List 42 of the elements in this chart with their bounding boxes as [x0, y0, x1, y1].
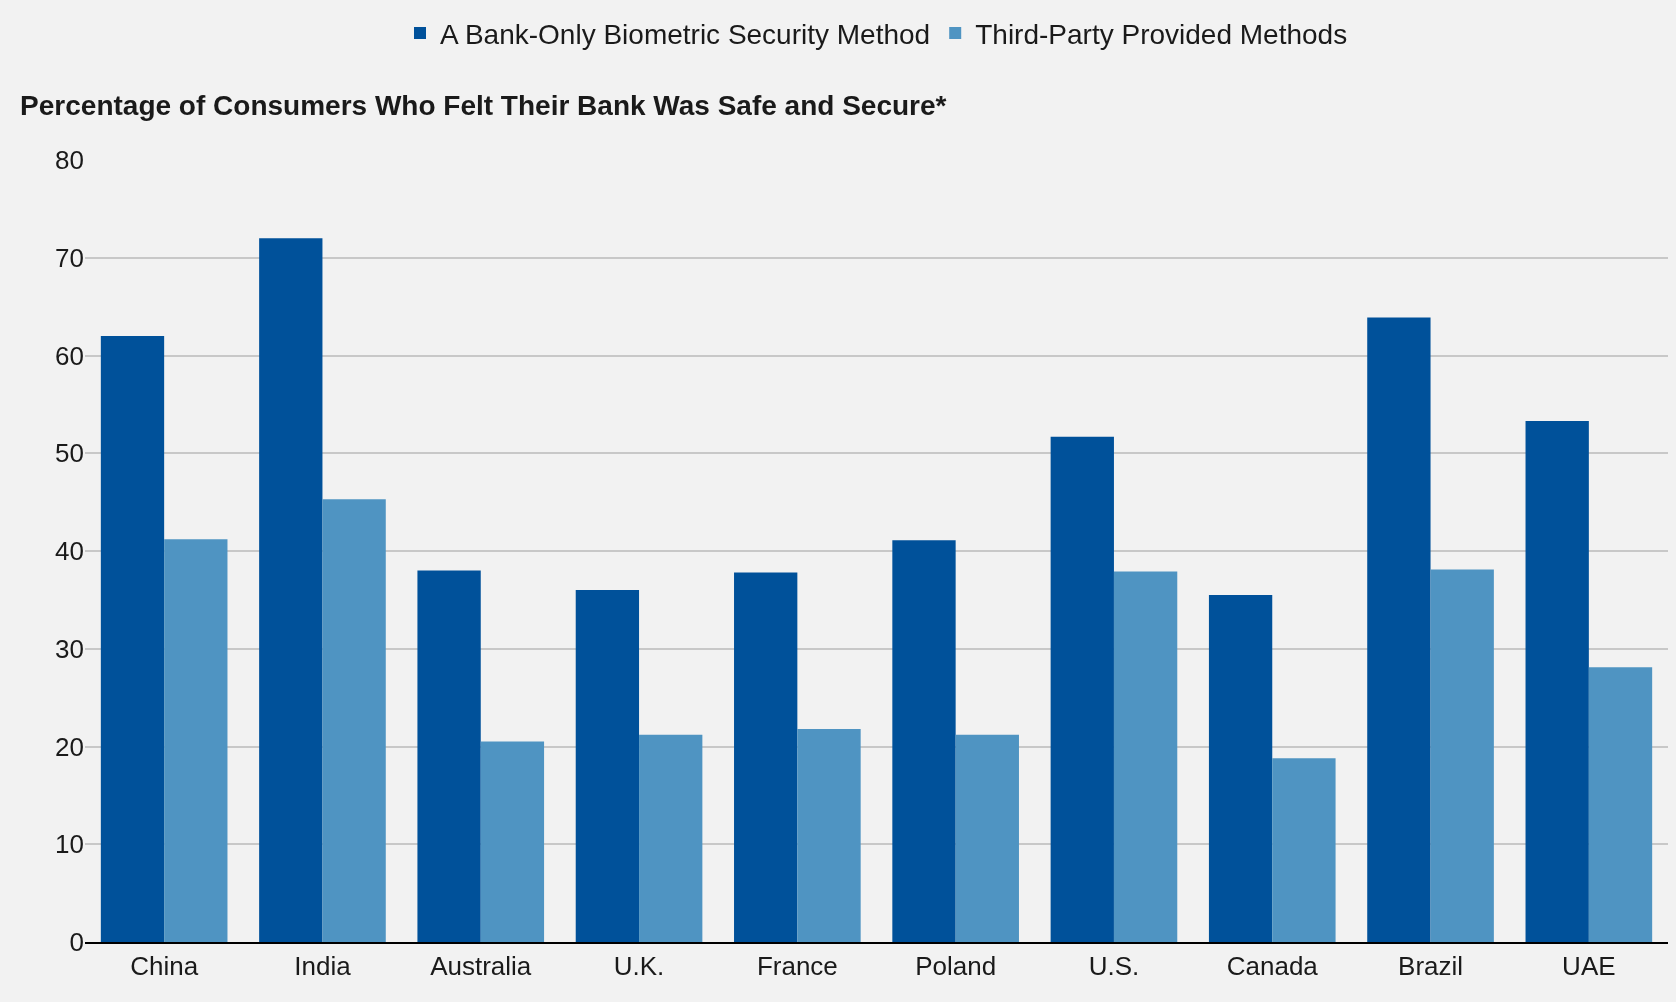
bar: [164, 539, 228, 942]
x-tick-label: France: [756, 951, 838, 982]
bar: [575, 590, 640, 942]
bar: [1588, 667, 1653, 942]
bar: [639, 734, 703, 942]
y-tick-label: 60: [55, 340, 84, 371]
y-tick-label: 40: [55, 536, 84, 567]
bar: [1430, 569, 1494, 942]
x-tick-label: U.K.: [613, 951, 665, 982]
bar: [797, 728, 861, 942]
bar: [1208, 594, 1273, 942]
bar: [322, 499, 386, 942]
y-tick-label: 20: [55, 731, 84, 762]
bar: [892, 540, 956, 942]
bar: [259, 238, 323, 942]
chart-title: Percentage of Consumers Who Felt Their Bank Was Safe and Secure*: [20, 89, 947, 121]
bar: [1272, 758, 1336, 942]
legend-label: Third-Party Provided Methods: [975, 18, 1348, 50]
y-tick-label: 70: [55, 242, 84, 273]
bar: [1050, 436, 1114, 942]
y-tick-label: 80: [55, 145, 84, 176]
bar: [417, 570, 481, 942]
bar: [1525, 420, 1589, 942]
x-tick-label: China: [130, 951, 199, 982]
bar: [734, 572, 798, 942]
bar: [100, 335, 165, 942]
y-tick-label: 30: [55, 633, 84, 664]
x-tick-label: U.S.: [1088, 951, 1140, 982]
y-tick-label: 10: [55, 829, 84, 860]
bar: [1113, 571, 1178, 942]
y-tick-label: 50: [55, 438, 84, 469]
x-tick-label: Canada: [1226, 951, 1319, 982]
x-tick-label: India: [294, 951, 352, 982]
y-tick-label: 0: [69, 927, 84, 958]
bar: [955, 734, 1019, 942]
x-tick-label: Poland: [915, 951, 997, 982]
bar: [1367, 317, 1431, 942]
legend-label: A Bank-Only Biometric Security Method: [440, 18, 931, 50]
x-tick-label: UAE: [1562, 951, 1616, 982]
bar: [480, 741, 545, 942]
x-tick-label: Brazil: [1398, 951, 1464, 982]
x-tick-label: Australia: [430, 951, 532, 982]
